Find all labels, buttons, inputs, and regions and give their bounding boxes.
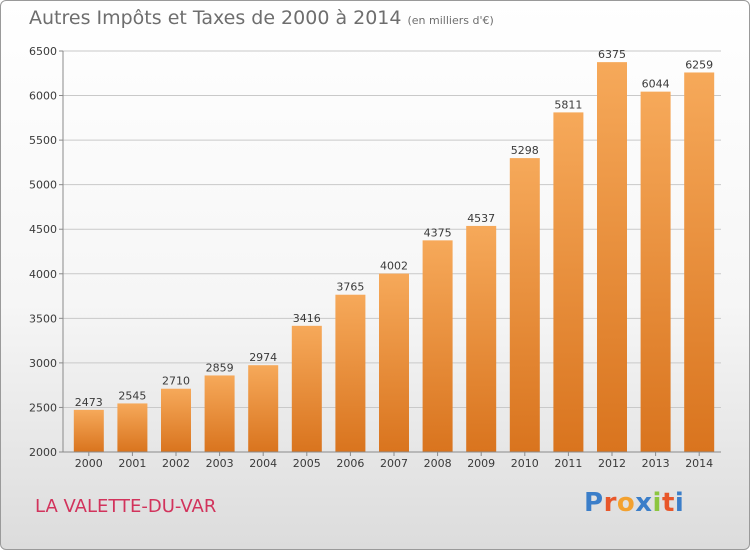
bar-2000 (73, 409, 104, 452)
x-tick-label: 2000 (75, 457, 103, 470)
axes: 2000 2500 3000 3500 4000 4500 5000 5500 6000 6500… (29, 45, 721, 470)
data-label-2011: 5811 (554, 98, 582, 111)
logo-letter: r (603, 488, 617, 518)
bars (73, 62, 715, 453)
logo-letter: t (661, 488, 675, 518)
data-label-2006: 3765 (336, 281, 364, 294)
bar-2006 (335, 294, 366, 452)
data-label-2008: 4375 (424, 226, 452, 239)
y-tick-label: 3500 (29, 312, 57, 325)
data-label-2012: 6375 (598, 48, 626, 61)
data-label-2007: 4002 (380, 260, 408, 273)
bar-2004 (248, 365, 279, 452)
x-tick-label: 2009 (467, 457, 495, 470)
logo-letter: i (652, 488, 662, 518)
data-label-2005: 3416 (293, 312, 321, 325)
y-tick-label: 6000 (29, 90, 57, 103)
data-label-2002: 2710 (162, 375, 190, 388)
data-labels: 2473 2545 2710 2859 2974 3416 3765 4002 4375 4537… (75, 48, 713, 409)
city-name: LA VALETTE-DU-VAR (35, 496, 217, 517)
chart-title: Autres Impôts et Taxes de 2000 à 2014 (en… (29, 7, 494, 29)
y-tick-label: 3000 (29, 357, 57, 370)
y-tick-label: 4500 (29, 223, 57, 236)
data-label-2009: 4537 (467, 212, 495, 225)
x-tick-label: 2008 (424, 457, 452, 470)
bar-2008 (422, 240, 453, 452)
y-tick-label: 5500 (29, 134, 57, 147)
logo-letter: i (674, 488, 685, 518)
x-tick-label: 2005 (293, 457, 321, 470)
bar-2009 (466, 225, 497, 452)
y-tick-label: 6500 (29, 45, 57, 58)
chart-title-text: Autres Impôts et Taxes de 2000 à 2014 (29, 7, 402, 29)
data-label-2014: 6259 (685, 58, 713, 71)
bar-2001 (117, 403, 148, 452)
logo-letter: o (616, 488, 636, 518)
logo-letter: P (584, 488, 604, 518)
bar-2003 (204, 375, 235, 452)
x-tick-label: 2003 (206, 457, 234, 470)
x-tick-label: 2001 (118, 457, 146, 470)
bar-2013 (640, 91, 671, 452)
bar-2014 (684, 72, 715, 453)
y-tick-label: 2500 (29, 401, 57, 414)
bar-2012 (597, 62, 627, 453)
x-tick-label: 2007 (380, 457, 408, 470)
bar-2011 (553, 112, 584, 452)
x-tick-label: 2004 (249, 457, 277, 470)
x-tick-label: 2006 (336, 457, 364, 470)
x-tick-label: 2011 (554, 457, 582, 470)
data-label-2001: 2545 (118, 389, 146, 402)
y-tick-label: 2000 (29, 446, 57, 459)
chart-title-unit: (en milliers d'€) (407, 14, 494, 27)
data-label-2000: 2473 (75, 396, 103, 409)
proxiti-logo: Proxiti (584, 488, 684, 518)
x-tick-label: 2014 (685, 457, 713, 470)
data-label-2003: 2859 (206, 361, 234, 374)
bar-2007 (379, 273, 409, 452)
y-tick-label: 5000 (29, 179, 57, 192)
x-tick-label: 2012 (598, 457, 626, 470)
bar-2002 (161, 388, 191, 452)
data-label-2004: 2974 (249, 351, 277, 364)
x-tick-label: 2010 (511, 457, 539, 470)
x-tick-label: 2013 (642, 457, 670, 470)
bar-2010 (509, 158, 540, 452)
y-tick-label: 4000 (29, 268, 57, 281)
data-label-2013: 6044 (642, 78, 670, 91)
logo-letter: x (635, 488, 653, 518)
data-label-2010: 5298 (511, 144, 539, 157)
bar-2005 (291, 325, 322, 452)
x-tick-label: 2002 (162, 457, 190, 470)
